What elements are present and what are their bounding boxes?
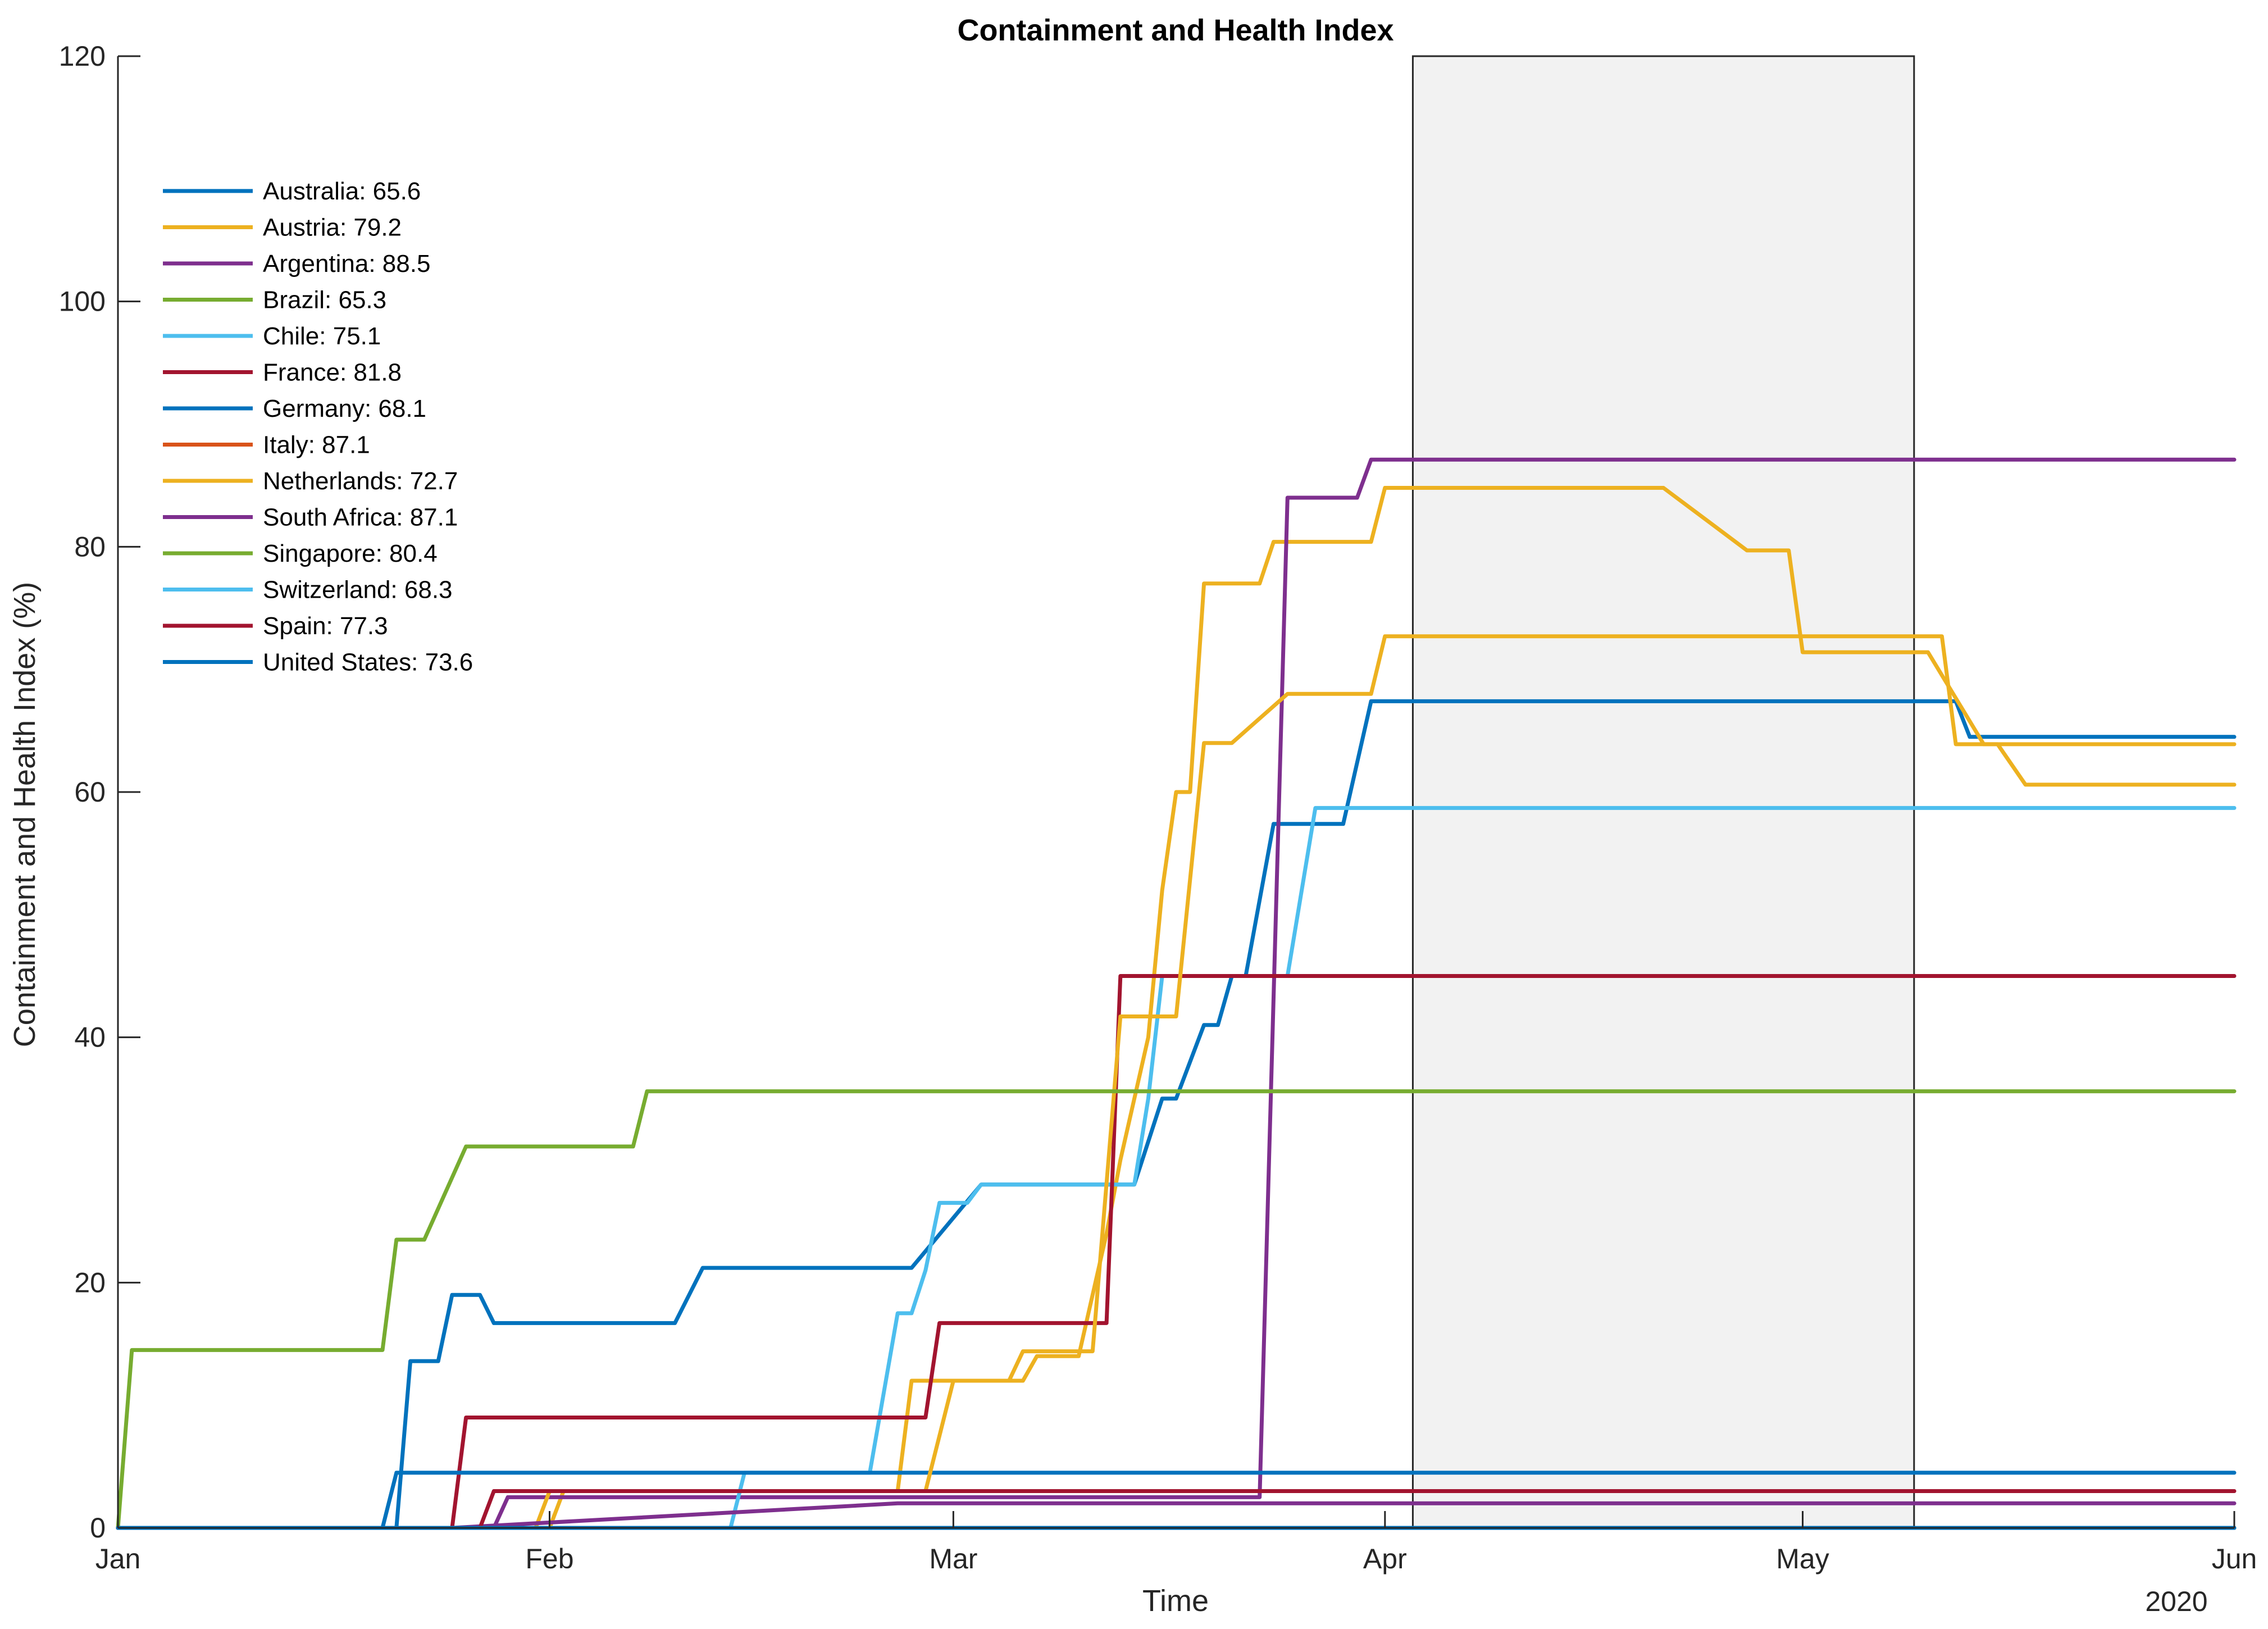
legend-label: Netherlands: 72.7: [263, 467, 458, 495]
legend-label: Australia: 65.6: [263, 178, 421, 205]
y-tick-label: 80: [74, 531, 106, 562]
x-tick-label: Jan: [95, 1543, 141, 1575]
y-tick-label: 120: [59, 40, 106, 72]
y-axis-label: Containment and Health Index (%): [8, 582, 42, 1047]
legend-label: Argentina: 88.5: [263, 250, 430, 277]
ticks-layer: Jan Feb Mar Apr May Jun 0 20 40 60 80 100 120: [59, 40, 2257, 1575]
legend-label: Brazil: 65.3: [263, 286, 386, 314]
series-line-2: [116, 457, 2237, 1530]
legend-label: France: 81.8: [263, 359, 402, 386]
y-tick-label: 40: [74, 1022, 106, 1053]
chart-title: Containment and Health Index: [957, 13, 1393, 47]
x-tick-label: May: [1776, 1543, 1829, 1575]
legend-label: Spain: 77.3: [263, 612, 388, 640]
y-tick-label: 100: [59, 286, 106, 317]
legend-label: Singapore: 80.4: [263, 540, 438, 567]
legend-label: Germany: 68.1: [263, 395, 426, 422]
series-line-12: [116, 1489, 2237, 1530]
x-axis-label: Time: [1142, 1584, 1209, 1618]
shaded-region: [1411, 55, 1915, 1529]
legend-label: Austria: 79.2: [263, 214, 402, 242]
y-tick-label: 20: [74, 1267, 106, 1298]
x-tick-label: Mar: [929, 1543, 977, 1575]
legend: Australia: 65.6 Austria: 79.2 Argentina: 8…: [163, 178, 473, 676]
y-tick-label: 60: [74, 776, 106, 808]
x-tick-label: Feb: [525, 1543, 573, 1575]
legend-label: Chile: 75.1: [263, 322, 381, 350]
year-label: 2020: [2145, 1586, 2207, 1617]
legend-label: United States: 73.6: [263, 649, 473, 676]
series-line-8: [116, 634, 2237, 1530]
series-line-9: [116, 1501, 2237, 1530]
legend-label: South Africa: 87.1: [263, 504, 458, 531]
x-tick-label: Jun: [2212, 1543, 2257, 1575]
series-line-0: [116, 699, 2237, 1530]
legend-label: Switzerland: 68.3: [263, 576, 453, 604]
series-line-6: [116, 1471, 2237, 1530]
legend-label: Italy: 87.1: [263, 431, 370, 459]
series-line-5: [116, 974, 2237, 1530]
series-line-10: [116, 1089, 2237, 1530]
y-tick-label: 0: [90, 1512, 106, 1544]
x-tick-label: Apr: [1363, 1543, 1407, 1575]
